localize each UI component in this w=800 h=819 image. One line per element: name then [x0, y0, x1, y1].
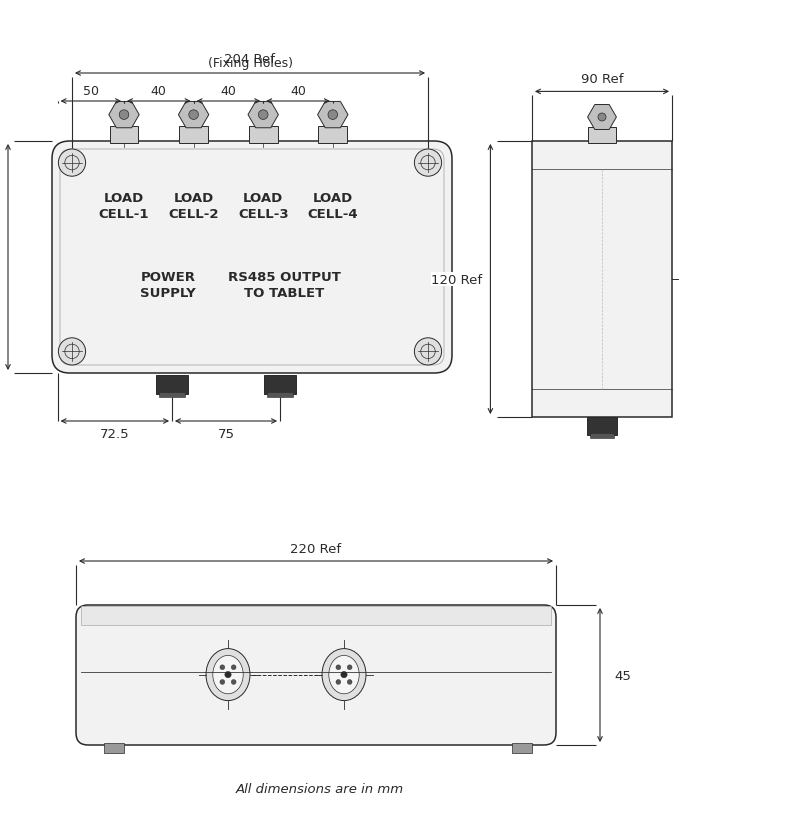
Bar: [586, 418, 618, 435]
FancyBboxPatch shape: [52, 142, 452, 373]
Circle shape: [414, 338, 442, 365]
Text: LOAD
CELL-1: LOAD CELL-1: [98, 192, 150, 220]
Text: RS485 OUTPUT
TO TABLET: RS485 OUTPUT TO TABLET: [227, 271, 341, 300]
Bar: [249, 127, 278, 144]
Text: LOAD
CELL-3: LOAD CELL-3: [238, 192, 289, 220]
Circle shape: [347, 680, 352, 685]
Circle shape: [336, 680, 341, 685]
Text: 50: 50: [83, 85, 99, 98]
Circle shape: [119, 111, 129, 120]
Text: 45: 45: [614, 668, 631, 681]
Circle shape: [258, 111, 268, 120]
Bar: [156, 375, 188, 394]
Circle shape: [58, 150, 86, 177]
Text: 40: 40: [290, 85, 306, 98]
Ellipse shape: [213, 655, 243, 694]
Circle shape: [231, 680, 236, 685]
Circle shape: [58, 338, 86, 365]
Text: 40: 40: [151, 85, 166, 98]
Bar: [179, 127, 208, 144]
FancyBboxPatch shape: [76, 605, 556, 745]
Bar: [512, 744, 532, 753]
Bar: [318, 127, 347, 144]
Text: LOAD
CELL-2: LOAD CELL-2: [168, 192, 219, 220]
Bar: [81, 607, 551, 625]
Bar: [159, 393, 185, 397]
Bar: [532, 142, 672, 418]
Circle shape: [225, 672, 231, 678]
Circle shape: [414, 150, 442, 177]
Circle shape: [189, 111, 198, 120]
Text: 220 Ref: 220 Ref: [290, 542, 342, 555]
Bar: [104, 744, 124, 753]
Text: (Fixing Holes): (Fixing Holes): [207, 57, 293, 70]
Text: POWER
SUPPLY: POWER SUPPLY: [140, 271, 196, 300]
Text: 72.5: 72.5: [100, 428, 130, 441]
Circle shape: [347, 665, 352, 670]
Ellipse shape: [206, 649, 250, 701]
Bar: [110, 127, 138, 144]
Circle shape: [341, 672, 347, 678]
Circle shape: [220, 665, 225, 670]
Text: 75: 75: [218, 428, 234, 441]
Bar: [264, 375, 296, 394]
Ellipse shape: [322, 649, 366, 701]
Bar: [267, 393, 293, 397]
Text: LOAD
CELL-4: LOAD CELL-4: [307, 192, 358, 220]
Circle shape: [328, 111, 338, 120]
Bar: [590, 433, 614, 438]
Text: 40: 40: [221, 85, 236, 98]
Text: 204 Ref: 204 Ref: [225, 53, 275, 66]
Circle shape: [231, 665, 236, 670]
Ellipse shape: [329, 655, 359, 694]
Text: 90 Ref: 90 Ref: [581, 73, 623, 86]
Circle shape: [336, 665, 341, 670]
Circle shape: [598, 114, 606, 122]
Text: 120 Ref: 120 Ref: [431, 274, 482, 286]
Bar: [587, 129, 616, 144]
Text: All dimensions are in mm: All dimensions are in mm: [236, 782, 404, 795]
Circle shape: [220, 680, 225, 685]
